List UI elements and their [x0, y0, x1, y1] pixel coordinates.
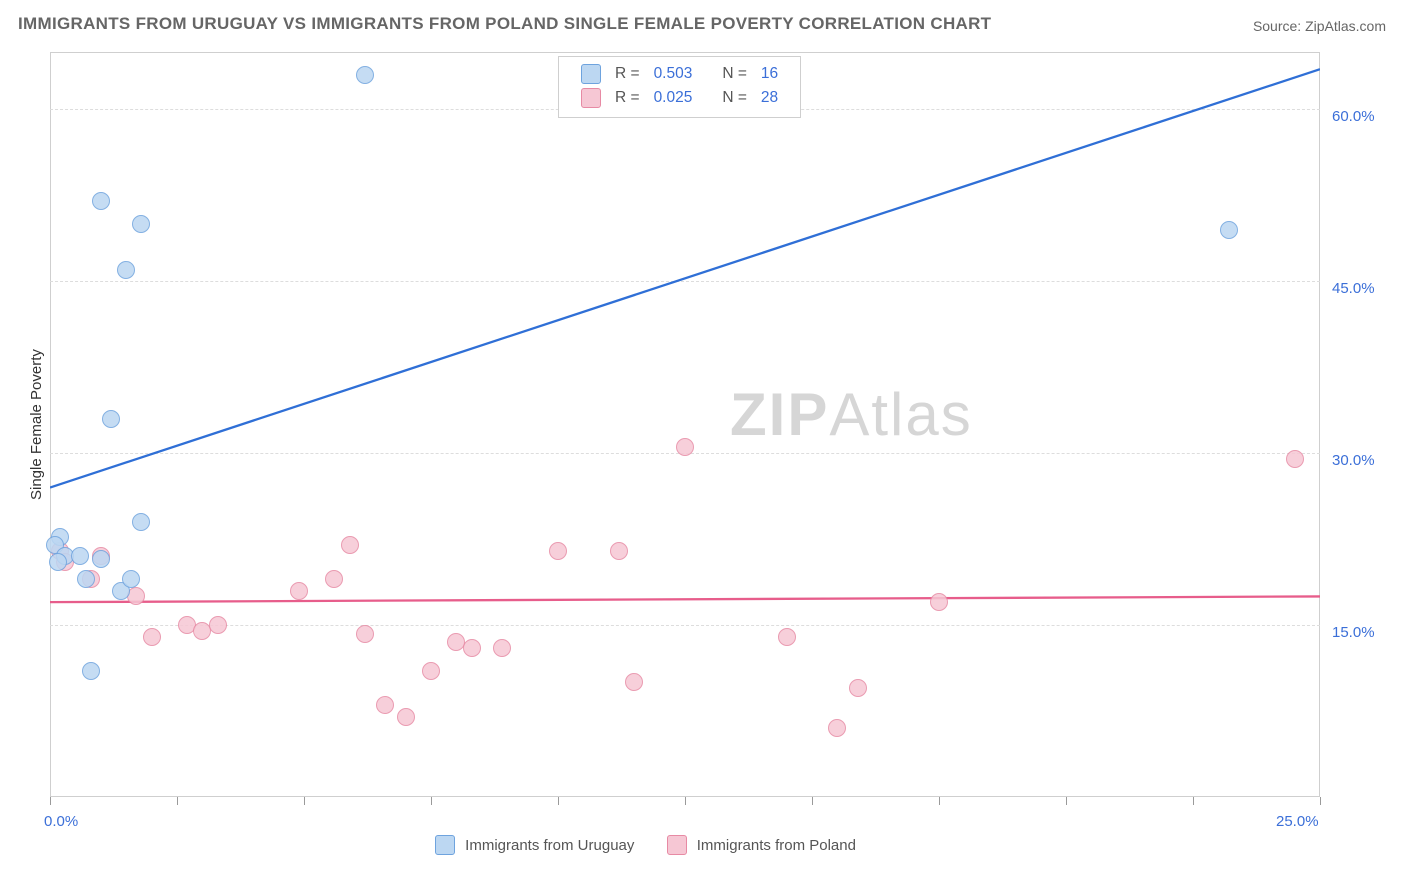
correlation-legend: R = 0.503 N = 16 R = 0.025 N = 28 — [558, 56, 801, 118]
n-value-poland: 28 — [755, 87, 784, 109]
n-label: N = — [716, 63, 753, 85]
uruguay-swatch-icon — [435, 835, 455, 855]
n-label: N = — [716, 87, 753, 109]
x-tick — [177, 797, 178, 805]
r-label: R = — [609, 63, 646, 85]
uruguay-point — [356, 66, 374, 84]
y-tick-label: 15.0% — [1332, 624, 1375, 641]
grid-line — [50, 281, 1320, 282]
uruguay-point — [102, 410, 120, 428]
x-tick — [939, 797, 940, 805]
uruguay-point — [77, 570, 95, 588]
uruguay-point — [49, 553, 67, 571]
series-legend: Immigrants from Uruguay Immigrants from … — [435, 835, 884, 855]
x-tick — [304, 797, 305, 805]
x-tick — [558, 797, 559, 805]
r-value-poland: 0.025 — [648, 87, 699, 109]
x-tick — [685, 797, 686, 805]
legend-row-uruguay: R = 0.503 N = 16 — [575, 63, 784, 85]
poland-point — [549, 542, 567, 560]
x-axis-min-label: 0.0% — [44, 813, 78, 830]
n-value-uruguay: 16 — [755, 63, 784, 85]
x-tick — [812, 797, 813, 805]
uruguay-point — [82, 662, 100, 680]
uruguay-series-label: Immigrants from Uruguay — [465, 837, 634, 854]
poland-swatch-icon — [581, 88, 601, 108]
source-label: Source: — [1253, 18, 1305, 34]
poland-point — [463, 639, 481, 657]
uruguay-point — [1220, 221, 1238, 239]
plot-area — [50, 52, 1320, 797]
uruguay-swatch-icon — [581, 64, 601, 84]
poland-swatch-icon — [667, 835, 687, 855]
x-tick — [50, 797, 51, 805]
uruguay-point — [92, 550, 110, 568]
x-tick — [1066, 797, 1067, 805]
chart-title: IMMIGRANTS FROM URUGUAY VS IMMIGRANTS FR… — [18, 14, 991, 34]
poland-point — [493, 639, 511, 657]
chart-source: Source: ZipAtlas.com — [1253, 18, 1386, 34]
y-tick-label: 45.0% — [1332, 280, 1375, 297]
poland-point — [1286, 450, 1304, 468]
poland-point — [610, 542, 628, 560]
uruguay-point — [117, 261, 135, 279]
poland-point — [778, 628, 796, 646]
x-tick — [1320, 797, 1321, 805]
source-value: ZipAtlas.com — [1305, 18, 1386, 34]
poland-series-label: Immigrants from Poland — [697, 837, 856, 854]
x-axis-max-label: 25.0% — [1276, 813, 1319, 830]
poland-point — [341, 536, 359, 554]
uruguay-point — [92, 192, 110, 210]
r-value-uruguay: 0.503 — [648, 63, 699, 85]
x-tick — [1193, 797, 1194, 805]
poland-point — [290, 582, 308, 600]
x-tick — [431, 797, 432, 805]
poland-point — [397, 708, 415, 726]
poland-point — [209, 616, 227, 634]
y-axis-title: Single Female Poverty — [28, 349, 45, 500]
y-tick-label: 60.0% — [1332, 108, 1375, 125]
poland-point — [422, 662, 440, 680]
legend-row-poland: R = 0.025 N = 28 — [575, 87, 784, 109]
poland-point — [849, 679, 867, 697]
r-label: R = — [609, 87, 646, 109]
grid-line — [50, 625, 1320, 626]
poland-point — [143, 628, 161, 646]
y-tick-label: 30.0% — [1332, 452, 1375, 469]
